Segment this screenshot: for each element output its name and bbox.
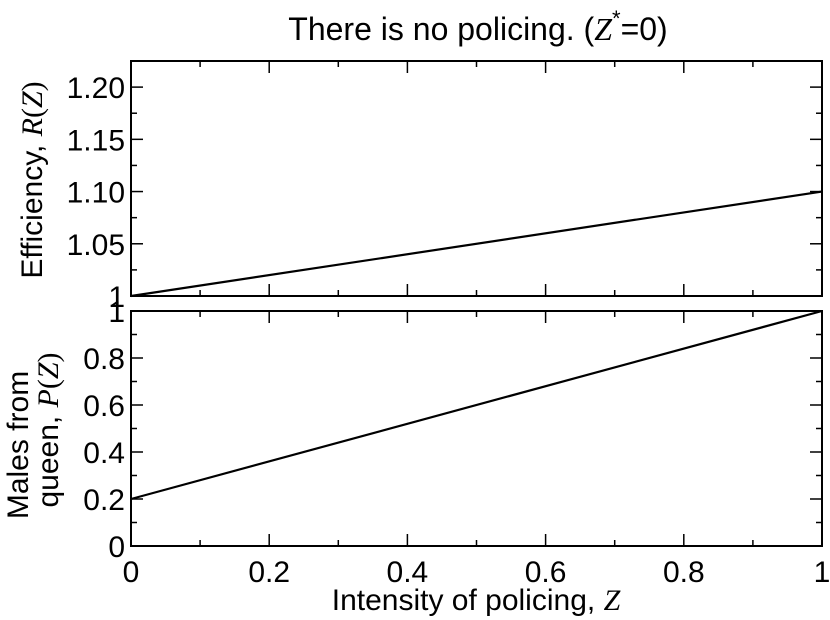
bottom-xtick-label: 0.4 bbox=[387, 556, 429, 589]
bottom-ytick-label: 0 bbox=[108, 531, 125, 564]
top-plot-frame bbox=[130, 60, 823, 297]
top-y-ticks: 1 1.05 1.10 1.15 1.20 bbox=[67, 60, 822, 314]
bottom-panel: 0 0.2 0.4 0.6 0.8 1 0 0.2 0.4 0.6 0.8 1 Males from… bbox=[2, 296, 830, 589]
bottom-plot-frame bbox=[130, 310, 823, 547]
bottom-ytick-label: 1 bbox=[108, 296, 125, 329]
bottom-xtick-label: 0 bbox=[123, 556, 140, 589]
bottom-ytick-label: 0.6 bbox=[83, 390, 125, 423]
top-series bbox=[130, 190, 823, 298]
bottom-series-line bbox=[130, 309, 823, 501]
bottom-ytick-label: 0.4 bbox=[83, 437, 125, 470]
bottom-ytick-label: 0.8 bbox=[83, 343, 125, 376]
bottom-y-ticks: 0 0.2 0.4 0.6 0.8 1 bbox=[83, 296, 822, 564]
top-ytick-label: 1 bbox=[108, 281, 125, 314]
top-panel: 1 1.05 1.10 1.15 1.20 Efficiency, R(Z) bbox=[16, 60, 823, 314]
bottom-xtick-label: 0.6 bbox=[525, 556, 567, 589]
top-series-line bbox=[130, 190, 823, 298]
bottom-xtick-label: 1 bbox=[814, 556, 830, 589]
bottom-series bbox=[130, 309, 823, 501]
top-ytick-label: 1.10 bbox=[67, 177, 125, 210]
top-x-ticks bbox=[130, 61, 823, 296]
bottom-ytick-label: 0.2 bbox=[83, 484, 125, 517]
bottom-y-axis-label-line1: Males from bbox=[2, 371, 35, 519]
x-axis-label: Intensity of policing, Z bbox=[332, 584, 621, 617]
bottom-y-axis-label-line2: queen, P(Z) bbox=[32, 352, 65, 507]
top-ytick-label: 1.15 bbox=[67, 124, 125, 157]
chart-title: There is no policing. (Z*=0) bbox=[288, 6, 667, 47]
bottom-x-ticks: 0 0.2 0.4 0.6 0.8 1 bbox=[123, 311, 830, 589]
bottom-xtick-label: 0.2 bbox=[248, 556, 290, 589]
bottom-xtick-label: 0.8 bbox=[663, 556, 705, 589]
top-ytick-label: 1.20 bbox=[67, 72, 125, 105]
top-ytick-label: 1.05 bbox=[67, 229, 125, 262]
top-y-axis-label: Efficiency, R(Z) bbox=[16, 81, 49, 278]
